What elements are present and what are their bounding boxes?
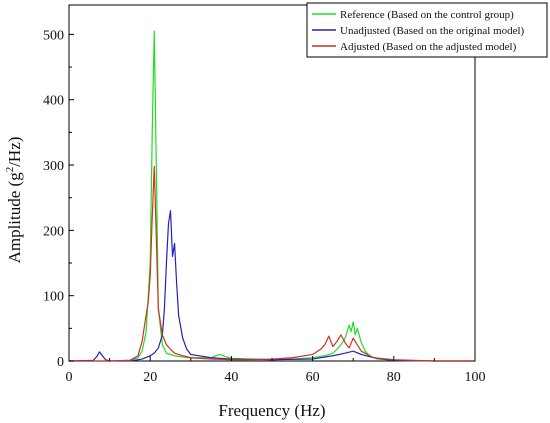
y-tick-label: 0 — [57, 355, 64, 370]
series-line-3 — [69, 165, 475, 362]
x-tick-label: 80 — [387, 370, 401, 385]
x-tick-label: 100 — [465, 370, 486, 385]
y-tick-label: 400 — [43, 94, 64, 109]
legend-box — [306, 2, 548, 58]
plot-area-border — [68, 4, 476, 362]
series-line-1 — [69, 30, 475, 362]
legend-label-2: Unadjusted (Based on the original model) — [340, 25, 525, 37]
y-axis-label-post: /Hz) — [5, 137, 24, 167]
x-axis-label: Frequency (Hz) — [218, 401, 325, 420]
y-tick-label: 100 — [43, 290, 64, 305]
x-tick-label: 20 — [143, 370, 157, 385]
x-tick-label: 0 — [66, 370, 73, 385]
y-tick-label: 300 — [43, 159, 64, 174]
series-line-2 — [68, 210, 475, 362]
y-tick-label: 200 — [43, 224, 64, 239]
legend-label-3: Adjusted (Based on the adjusted model) — [340, 41, 517, 53]
x-tick-label: 40 — [224, 370, 238, 385]
y-axis-label: Amplitude (g2/Hz) — [4, 137, 24, 264]
y-tick-label: 500 — [43, 28, 64, 43]
series-layer — [68, 30, 475, 362]
x-tick-label: 60 — [306, 370, 320, 385]
legend-label-1: Reference (Based on the control group) — [340, 9, 514, 21]
y-axis-label-sup: 2 — [4, 167, 16, 173]
legend: Reference (Based on the control group) Un… — [306, 2, 548, 58]
axes-layer: 0 20 40 60 80 100 0 100 200 300 400 500 — [43, 28, 486, 385]
plot-frame — [68, 4, 476, 362]
y-axis-label-pre: Amplitude (g — [5, 172, 24, 264]
